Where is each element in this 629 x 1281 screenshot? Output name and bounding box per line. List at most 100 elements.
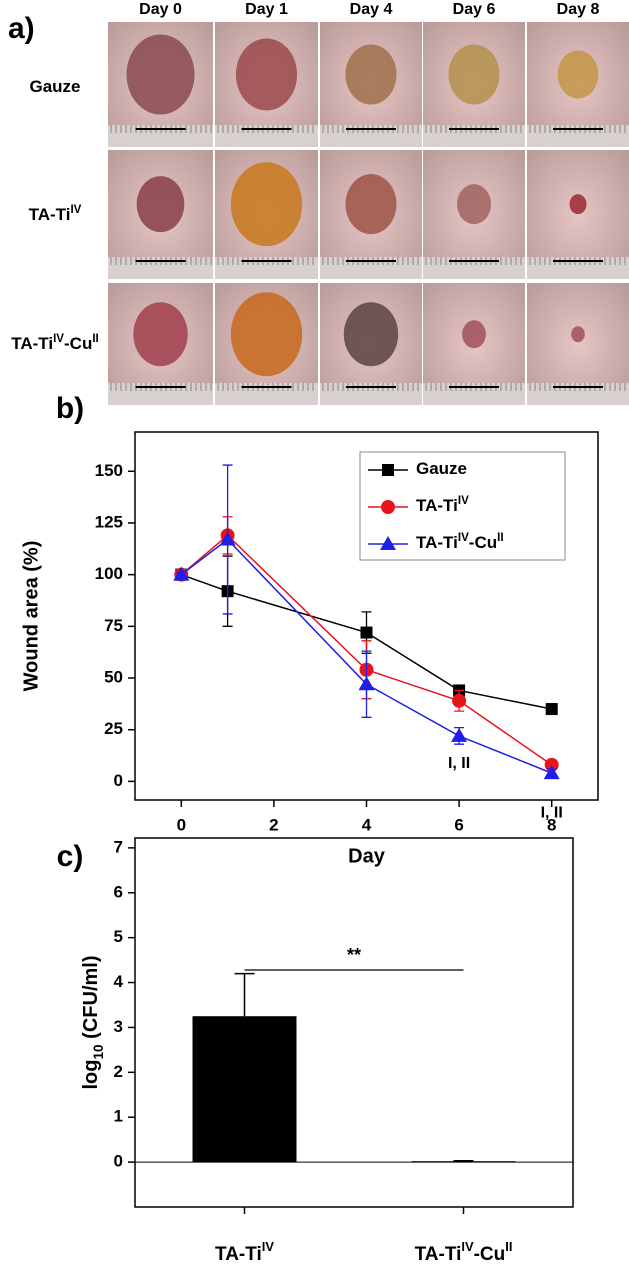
y-tick-label: 150 xyxy=(95,461,123,480)
row-label-sup: IV xyxy=(70,204,81,216)
x-tick-label: 0 xyxy=(177,815,186,834)
y-tick-label: 3 xyxy=(114,1017,123,1036)
y-tick-label: 125 xyxy=(95,512,123,531)
marker xyxy=(452,693,467,708)
legend-label: TA-TiIV xyxy=(416,495,469,515)
x-tick-label: 8 xyxy=(547,815,556,834)
wound xyxy=(126,34,195,115)
y-tick-label: 0 xyxy=(114,1152,123,1171)
marker xyxy=(380,536,396,550)
panel-label: c) xyxy=(57,840,84,873)
marker xyxy=(545,703,558,716)
row-label: TA-TiIV-CuII xyxy=(11,333,99,353)
y-tick-label: 50 xyxy=(104,668,123,687)
wound xyxy=(136,176,185,233)
row-label-part: TA-Ti xyxy=(29,205,71,224)
wound xyxy=(448,44,500,105)
marker xyxy=(219,531,236,546)
y-tick-label: 7 xyxy=(114,837,123,856)
day-label: Day 1 xyxy=(245,1,288,18)
row-label-part: -Cu xyxy=(64,334,92,353)
marker xyxy=(360,626,373,639)
wound xyxy=(345,44,397,105)
plot-frame xyxy=(134,837,574,1208)
bar xyxy=(192,1016,297,1163)
wound xyxy=(571,326,585,343)
ruler xyxy=(108,383,213,405)
y-tick-label: 75 xyxy=(104,616,123,635)
legend-label-part: TA-Ti xyxy=(416,496,458,515)
day-label: Day 4 xyxy=(350,1,393,18)
y-tick-label: 5 xyxy=(114,927,123,946)
panel-label: b) xyxy=(56,392,84,425)
legend-label: Gauze xyxy=(416,459,467,478)
row-label-part: TA-Ti xyxy=(11,334,53,353)
legend-label-part: Gauze xyxy=(416,459,467,478)
ruler xyxy=(320,383,422,405)
marker xyxy=(358,676,375,691)
y-tick-label: 4 xyxy=(114,972,124,991)
x-tick-label-sup: II xyxy=(505,1239,512,1254)
x-tick-label-part: -Cu xyxy=(474,1244,506,1265)
annotation: I, II xyxy=(541,804,563,821)
x-axis-title: Day xyxy=(348,845,386,867)
bar xyxy=(411,1161,516,1163)
day-label: Day 6 xyxy=(453,1,496,18)
y-tick-label: 0 xyxy=(114,771,123,790)
marker xyxy=(381,500,395,514)
legend-label-part: TA-Ti xyxy=(416,533,458,552)
wound xyxy=(457,184,491,225)
marker xyxy=(451,727,468,742)
y-tick-label: 25 xyxy=(104,719,123,738)
ruler xyxy=(320,257,422,279)
significance-label: ** xyxy=(347,945,361,965)
row-label-part: Gauze xyxy=(29,77,80,96)
ruler xyxy=(215,383,318,405)
ruler xyxy=(423,125,525,147)
wound xyxy=(569,194,587,215)
y-tick-label: 6 xyxy=(114,882,123,901)
x-tick-label-sup: IV xyxy=(262,1239,275,1254)
row-label: Gauze xyxy=(29,77,80,96)
marker xyxy=(382,464,394,476)
x-tick-label: 6 xyxy=(454,815,463,834)
x-tick-label: TA-TiIV xyxy=(215,1239,274,1265)
ruler xyxy=(215,125,318,147)
wound xyxy=(557,50,599,99)
day-label: Day 8 xyxy=(557,1,600,18)
y-axis-title: Wound area (%) xyxy=(20,541,42,692)
row-label-sup: II xyxy=(92,333,98,345)
wound xyxy=(230,162,303,247)
legend-label-sup: II xyxy=(497,532,503,544)
legend-label-sup: IV xyxy=(458,495,469,507)
x-tick-label-part: TA-Ti xyxy=(215,1244,262,1265)
error-bar xyxy=(234,972,255,1017)
ruler xyxy=(527,125,629,147)
annotation: I, II xyxy=(448,755,470,772)
y-tick-label: 1 xyxy=(114,1107,123,1126)
wound xyxy=(235,38,298,111)
wound xyxy=(462,320,486,349)
legend-label-part: -Cu xyxy=(469,533,497,552)
wound xyxy=(230,292,303,377)
x-tick-label: TA-TiIV-CuII xyxy=(415,1239,513,1265)
x-tick-label: 2 xyxy=(269,815,278,834)
wound xyxy=(343,302,399,367)
y-axis-title-part: log xyxy=(80,1060,102,1090)
row-label-sup: IV xyxy=(53,333,64,345)
y-tick-label: 100 xyxy=(95,564,123,583)
marker xyxy=(173,566,190,581)
y-axis-title-part: (CFU/ml) xyxy=(80,955,102,1044)
row-label: TA-TiIV xyxy=(29,204,82,224)
ruler xyxy=(527,383,629,405)
marker xyxy=(543,765,560,780)
day-label: Day 0 xyxy=(139,1,182,18)
ruler xyxy=(527,257,629,279)
ruler xyxy=(108,125,213,147)
x-tick-label: 4 xyxy=(362,815,372,834)
ruler xyxy=(108,257,213,279)
legend-label: TA-TiIV-CuII xyxy=(416,532,504,552)
y-axis-title-sub: 10 xyxy=(91,1044,106,1059)
y-axis-title: log10 (CFU/ml) xyxy=(80,955,106,1089)
